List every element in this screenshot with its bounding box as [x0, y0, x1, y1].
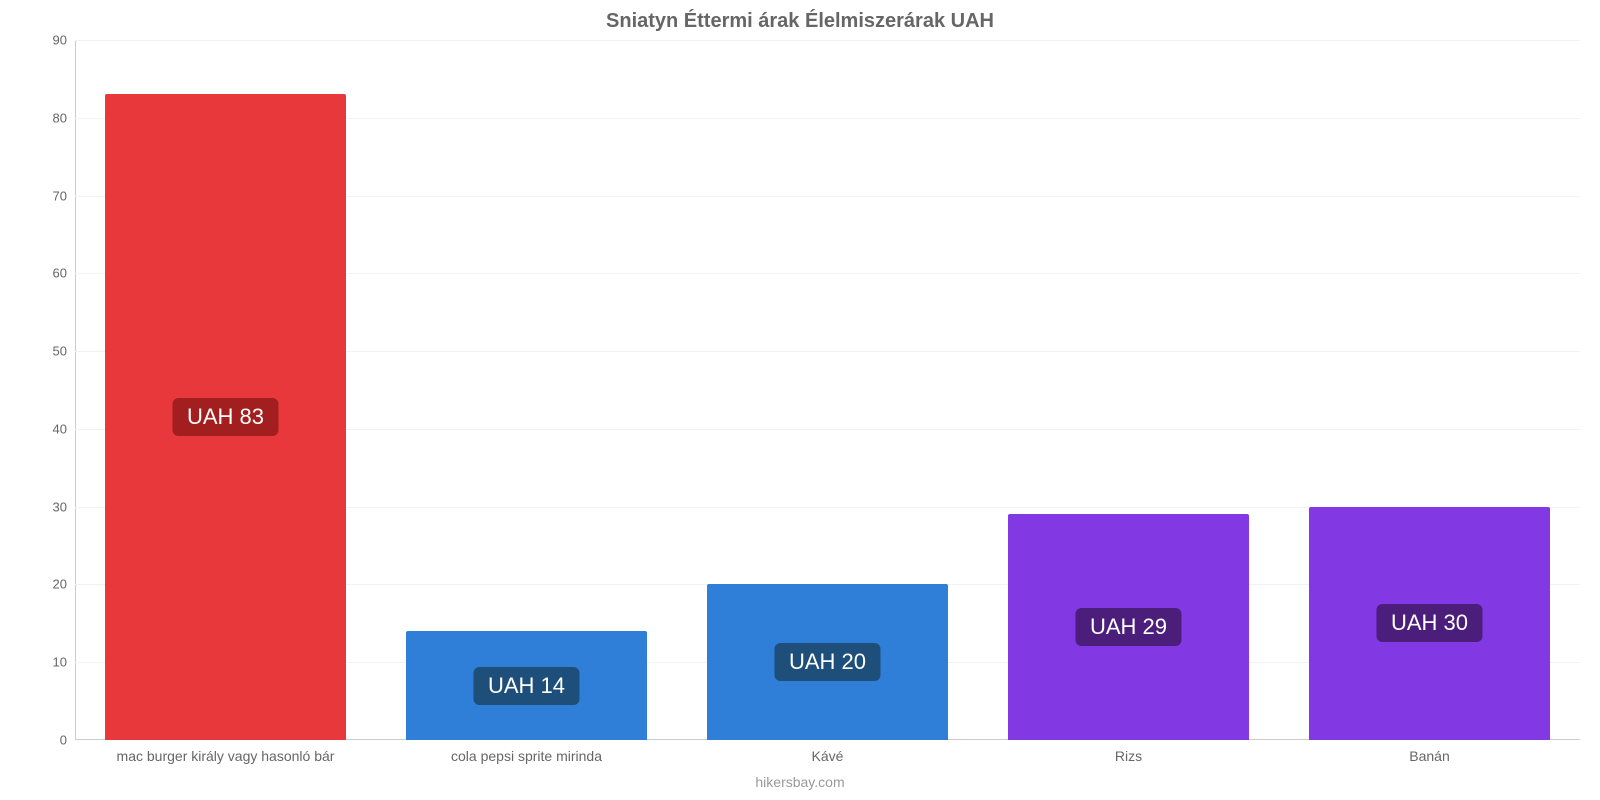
bar-slot: UAH 14: [376, 40, 677, 740]
bar: UAH 20: [707, 584, 948, 740]
bar: UAH 14: [406, 631, 647, 740]
bar-slot: UAH 83: [75, 40, 376, 740]
y-tick-label: 80: [53, 110, 67, 125]
bar-value-label: UAH 14: [474, 667, 579, 705]
bar-slot: UAH 29: [978, 40, 1279, 740]
x-category-label: Rizs: [978, 748, 1279, 764]
y-axis: 0102030405060708090: [40, 40, 75, 740]
y-tick-label: 90: [53, 33, 67, 48]
x-category-label: mac burger király vagy hasonló bár: [75, 748, 376, 764]
bar-value-label: UAH 29: [1076, 608, 1181, 646]
y-tick-label: 50: [53, 344, 67, 359]
bar-value-label: UAH 20: [775, 643, 880, 681]
footer-text: hikersbay.com: [0, 774, 1600, 790]
y-tick-label: 10: [53, 655, 67, 670]
y-tick-label: 60: [53, 266, 67, 281]
bar-value-label: UAH 83: [173, 398, 278, 436]
y-tick-label: 0: [60, 733, 67, 748]
x-labels: mac burger király vagy hasonló bárcola p…: [75, 748, 1580, 764]
x-category-label: Banán: [1279, 748, 1580, 764]
chart-container: Sniatyn Éttermi árak Élelmiszerárak UAH …: [0, 0, 1600, 800]
bar-slot: UAH 20: [677, 40, 978, 740]
chart-title: Sniatyn Éttermi árak Élelmiszerárak UAH: [0, 10, 1600, 33]
bar: UAH 30: [1309, 507, 1550, 740]
plot-area: 0102030405060708090 UAH 83UAH 14UAH 20UA…: [40, 40, 1580, 740]
x-category-label: cola pepsi sprite mirinda: [376, 748, 677, 764]
bar: UAH 29: [1008, 514, 1249, 740]
y-tick-label: 30: [53, 499, 67, 514]
bar: UAH 83: [105, 94, 346, 740]
bars-area: UAH 83 UAH 14 UAH 20 UAH 29 UAH 30: [75, 40, 1580, 740]
y-tick-label: 40: [53, 421, 67, 436]
y-tick-label: 70: [53, 188, 67, 203]
bar-slot: UAH 30: [1279, 40, 1580, 740]
y-tick-label: 20: [53, 577, 67, 592]
x-category-label: Kávé: [677, 748, 978, 764]
bar-value-label: UAH 30: [1377, 604, 1482, 642]
